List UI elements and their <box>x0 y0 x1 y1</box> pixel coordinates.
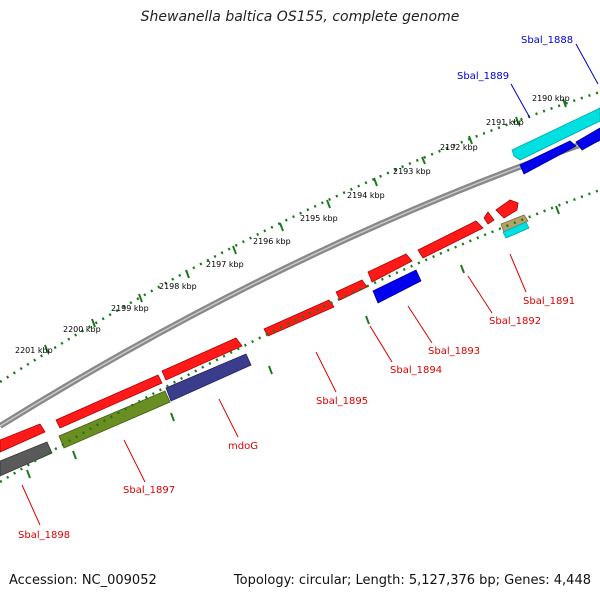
gene-arrow <box>502 221 530 239</box>
gene-arrow <box>55 374 163 429</box>
tick <box>268 365 273 375</box>
forward-genes <box>0 107 600 453</box>
kbp-tick <box>185 269 190 279</box>
kbp-label: 2199 kbp <box>111 304 149 313</box>
backbone-arc <box>0 135 600 429</box>
kbp-tick <box>373 177 378 187</box>
gene-arrow <box>0 441 53 477</box>
leader-line <box>21 484 41 526</box>
kbp-labels: 2190 kbp 2191 kbp 2192 kbp 2193 kbp 2194… <box>15 94 570 355</box>
topology-text: Topology: circular; Length: 5,127,376 bp… <box>233 573 591 588</box>
gene-arrow <box>575 127 600 151</box>
gene-arrow <box>519 140 577 175</box>
tick <box>170 412 175 422</box>
kbp-tick <box>326 199 331 209</box>
tick <box>460 264 465 274</box>
kbp-label: 2195 kbp <box>300 214 338 223</box>
inner-dotted-arc <box>0 188 600 484</box>
gene-arrow <box>483 211 495 225</box>
kbp-label: 2191 kbp <box>486 118 524 127</box>
kbp-tick <box>91 318 96 328</box>
gene-label-sbal-1889: Sbal_1889 <box>457 71 509 82</box>
gene-label-sbal-1891: Sbal_1891 <box>523 296 575 307</box>
kbp-label: 2193 kbp <box>393 167 431 176</box>
leader-line <box>218 398 239 438</box>
kbp-tick <box>468 135 473 145</box>
kbp-label: 2197 kbp <box>206 260 244 269</box>
leader-line <box>315 351 337 393</box>
kbp-label: 2190 kbp <box>532 94 570 103</box>
gene-arrow <box>495 199 519 219</box>
gene-label-sbal-1898: Sbal_1898 <box>18 530 70 541</box>
backbone-highlight <box>0 137 600 427</box>
genome-backbone <box>0 135 600 429</box>
gene-label-sbal-1893: Sbal_1893 <box>428 346 480 357</box>
leader-line <box>123 439 146 483</box>
gene-label-sbal-1894: Sbal_1894 <box>390 365 442 376</box>
outer-dotted-arc <box>0 90 600 384</box>
gene-labels: Sbal_1888 Sbal_1889 Sbal_1891 Sbal_1892 … <box>18 35 575 541</box>
kbp-label: 2192 kbp <box>440 143 478 152</box>
tick <box>555 205 560 215</box>
kbp-label: 2196 kbp <box>253 237 291 246</box>
leader-line <box>407 305 433 344</box>
leader-line <box>509 253 527 293</box>
leader-line <box>369 325 393 363</box>
kbp-tick <box>515 116 520 126</box>
gene-label-mdog: mdoG <box>228 441 258 452</box>
gene-arrow <box>372 269 422 304</box>
gene-label-sbal-1888: Sbal_1888 <box>521 35 573 46</box>
gene-arrow <box>335 279 368 301</box>
accession-text: Accession: NC_009052 <box>9 573 157 588</box>
kbp-tick <box>562 98 567 108</box>
gene-label-sbal-1895: Sbal_1895 <box>316 396 368 407</box>
kbp-label: 2201 kbp <box>15 346 53 355</box>
leader-line <box>467 275 493 314</box>
kbp-tick <box>44 344 49 354</box>
gene-arrow <box>165 353 252 402</box>
gene-arrow <box>0 423 46 453</box>
tick <box>365 315 370 325</box>
gene-arrow <box>161 337 243 381</box>
kbp-tick <box>421 156 426 165</box>
leader-line <box>510 83 531 119</box>
leader-line <box>575 43 599 85</box>
kbp-tick <box>279 222 284 232</box>
gene-label-sbal-1897: Sbal_1897 <box>123 485 175 496</box>
kbp-label: 2200 kbp <box>63 325 101 334</box>
tick <box>72 450 77 460</box>
inner-tick-ring <box>0 188 600 484</box>
gene-arrow <box>367 253 413 283</box>
gene-arrow <box>511 107 600 161</box>
kbp-label: 2194 kbp <box>347 191 385 200</box>
gene-label-sbal-1892: Sbal_1892 <box>489 316 541 327</box>
kbp-tick <box>138 293 143 303</box>
reverse-genes <box>0 127 600 477</box>
kbp-label: 2198 kbp <box>159 282 197 291</box>
outer-tick-ring <box>0 90 600 384</box>
tick <box>26 469 31 479</box>
kbp-tick <box>232 245 237 255</box>
label-leaders <box>21 43 599 526</box>
gene-arrow <box>417 220 484 259</box>
map-title: Shewanella baltica OS155, complete genom… <box>140 9 460 25</box>
